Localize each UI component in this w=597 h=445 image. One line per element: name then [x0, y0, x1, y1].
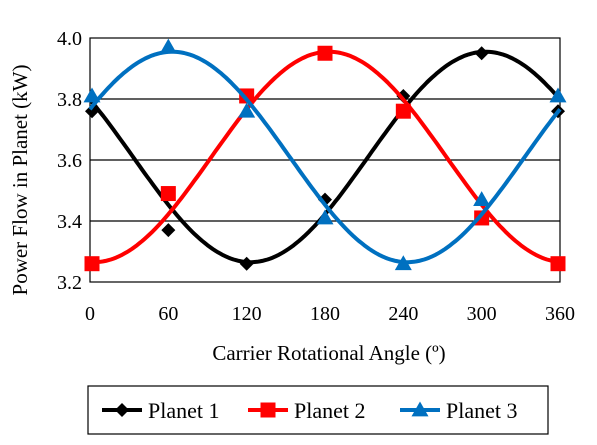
legend-label: Planet 3 — [446, 398, 518, 423]
legend-item: Planet 3 — [400, 398, 518, 423]
data-point — [395, 103, 411, 119]
data-point — [160, 186, 176, 202]
data-point — [238, 102, 256, 118]
x-tick-label: 180 — [310, 303, 340, 325]
series-line — [89, 49, 561, 265]
legend-label: Planet 2 — [294, 398, 366, 423]
legend-box — [87, 385, 549, 435]
y-tick-label: 4.0 — [57, 28, 82, 50]
data-point — [474, 210, 490, 226]
y-tick-labels: 3.2 3.4 3.6 3.8 4.0 — [57, 28, 82, 294]
data-point — [317, 45, 333, 61]
plot-border — [89, 37, 561, 283]
y-tick-label: 3.4 — [57, 211, 82, 233]
legend-label: Planet 1 — [148, 398, 220, 423]
data-point — [473, 191, 491, 207]
y-tick-label: 3.2 — [57, 272, 82, 294]
x-tick-label: 300 — [467, 303, 497, 325]
x-tick-label: 60 — [158, 303, 178, 325]
data-point — [316, 209, 334, 225]
data-point — [83, 87, 101, 103]
data-point — [474, 46, 489, 61]
legend-marker — [411, 401, 429, 417]
series-lines — [83, 38, 567, 272]
data-point — [550, 256, 566, 272]
x-tick-label: 120 — [232, 303, 262, 325]
data-point — [239, 256, 254, 271]
y-axis-title: Power Flow in Planet (kW) — [8, 65, 32, 296]
y-tick-label: 3.6 — [57, 150, 82, 172]
data-point — [394, 255, 412, 271]
data-point — [161, 223, 176, 238]
x-tick-label: 0 — [85, 303, 95, 325]
data-point — [85, 104, 99, 119]
data-point — [159, 38, 177, 54]
series-3 — [83, 38, 567, 271]
x-tick-labels: 0 60 120 180 240 300 360 — [85, 303, 575, 325]
series-line — [88, 49, 562, 265]
series-2 — [84, 45, 566, 272]
legend: Planet 1 Planet 2 Planet 3 — [87, 385, 549, 435]
x-tick-label: 360 — [545, 303, 575, 325]
legend-marker — [260, 402, 276, 418]
series-1 — [85, 46, 565, 271]
plot-frame — [89, 37, 561, 283]
series-line — [88, 49, 562, 265]
legend-item: Planet 1 — [102, 398, 220, 423]
data-point — [239, 88, 255, 104]
legend-marker — [115, 403, 129, 417]
legend-item: Planet 2 — [248, 398, 366, 423]
data-point — [396, 88, 411, 103]
y-tick-label: 3.8 — [57, 89, 82, 111]
x-axis-title: Carrier Rotational Angle (º) — [212, 341, 445, 365]
data-point — [549, 87, 567, 103]
data-point — [84, 256, 100, 272]
x-tick-label: 240 — [388, 303, 418, 325]
